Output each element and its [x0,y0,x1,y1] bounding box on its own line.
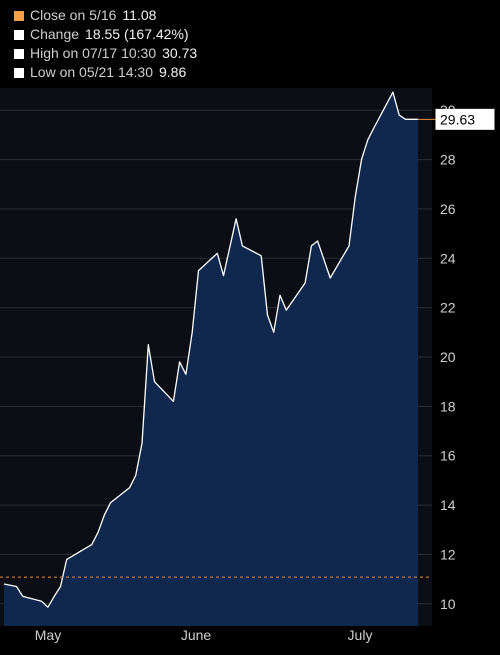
x-tick-label-may: May [35,627,61,643]
y-tick-label-20: 20 [440,349,456,365]
legend-high-label: High on 07/17 10:30 [30,45,157,61]
y-tick-label-10: 10 [440,596,456,612]
legend-close-value: 11.08 [122,7,157,23]
y-tick-label-16: 16 [440,448,456,464]
legend-low-value: 9.86 [159,64,187,80]
legend-close-label: Close on 5/16 [30,7,117,23]
price-area-fill [4,92,418,626]
low-swatch-icon [14,67,24,78]
legend-high: High on 07/17 10:30 30.73 [14,44,197,63]
y-tick-label-26: 26 [440,201,456,217]
legend: Close on 5/16 11.08 Change 18.55 (167.42… [14,6,197,82]
x-axis-ticks: May June July [35,627,373,643]
last-value-box [435,108,495,130]
legend-change-label: Change [30,26,80,42]
price-line [3,91,418,608]
high-swatch-icon [14,48,24,59]
y-tick-label-24: 24 [440,250,456,266]
legend-low-label: Low on 05/21 14:30 [30,64,153,80]
last-value-marker: 29.63 [418,108,495,130]
y-tick-label-14: 14 [440,497,456,513]
legend-change-value: 18.55 (167.42%) [85,26,189,42]
y-tick-label-18: 18 [440,398,456,414]
x-tick-label-june: June [181,627,212,643]
last-value-text: 29.63 [440,111,475,127]
legend-high-value: 30.73 [162,45,198,61]
x-tick-label-july: July [348,627,373,643]
close-swatch-icon [14,10,24,21]
y-tick-label-28: 28 [440,152,456,168]
price-area [3,91,418,626]
legend-close: Close on 5/16 11.08 [14,6,197,25]
y-axis-ticks: 1012141618202224262830 [440,102,456,612]
y-tick-label-22: 22 [440,300,456,316]
legend-low: Low on 05/21 14:30 9.86 [14,63,197,82]
change-swatch-icon [14,29,24,40]
y-tick-label-12: 12 [440,546,456,562]
legend-change: Change 18.55 (167.42%) [14,25,197,44]
